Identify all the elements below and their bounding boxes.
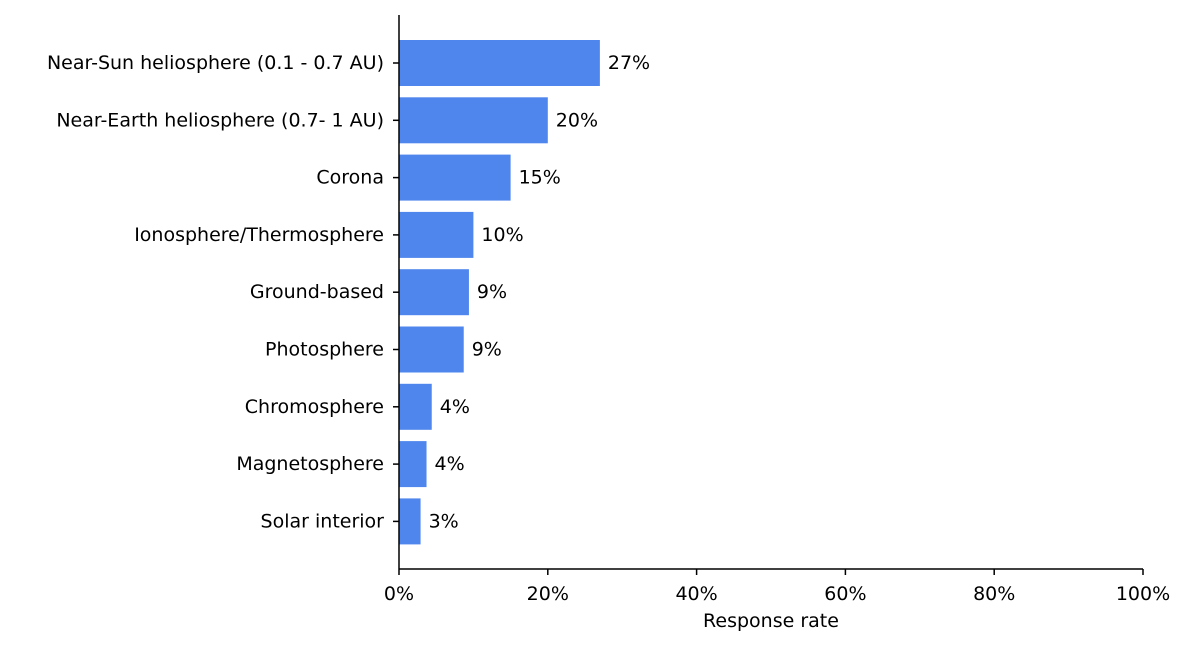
bar-value-label: 4% [440, 396, 470, 418]
bar [399, 269, 469, 316]
category-label: Ground-based [250, 281, 384, 303]
bars-group [399, 40, 600, 545]
category-label: Near-Sun heliosphere (0.1 - 0.7 AU) [47, 52, 384, 74]
x-tick-label: 100% [1116, 583, 1170, 605]
bar-value-label: 10% [481, 224, 523, 246]
x-axis-ticks: 0% 20% 40% 60% 80% 100% [384, 569, 1170, 605]
bar [399, 211, 474, 258]
bar [399, 383, 432, 430]
category-label: Photosphere [265, 339, 384, 361]
x-tick-label: 40% [675, 583, 717, 605]
bar-value-label: 9% [477, 281, 507, 303]
bar-value-label: 15% [519, 167, 561, 189]
bar-value-label: 3% [429, 510, 459, 532]
category-label: Ionosphere/Thermosphere [134, 224, 384, 246]
bar-value-label: 4% [435, 453, 465, 475]
category-label: Chromosphere [245, 396, 384, 418]
bar-value-label: 9% [472, 339, 502, 361]
bar [399, 498, 421, 545]
x-tick-label: 20% [527, 583, 569, 605]
x-tick-label: 0% [384, 583, 414, 605]
bar-value-label: 27% [608, 52, 650, 74]
bar [399, 441, 427, 488]
category-labels: Near-Sun heliosphere (0.1 - 0.7 AU) Near-… [47, 52, 399, 532]
bar [399, 326, 464, 373]
x-axis-title: Response rate [703, 610, 839, 632]
x-tick-label: 80% [973, 583, 1015, 605]
category-label: Corona [316, 167, 384, 189]
category-label: Near-Earth heliosphere (0.7- 1 AU) [56, 109, 384, 131]
category-label: Magnetosphere [236, 453, 384, 475]
bar [399, 154, 511, 201]
bar [399, 97, 548, 144]
x-tick-label: 60% [824, 583, 866, 605]
category-label: Solar interior [261, 510, 385, 532]
bar-value-label: 20% [556, 109, 598, 131]
bar [399, 40, 600, 86]
bar-value-labels: 27% 20% 15% 10% 9% 9% 4% 4% 3% [429, 52, 651, 532]
